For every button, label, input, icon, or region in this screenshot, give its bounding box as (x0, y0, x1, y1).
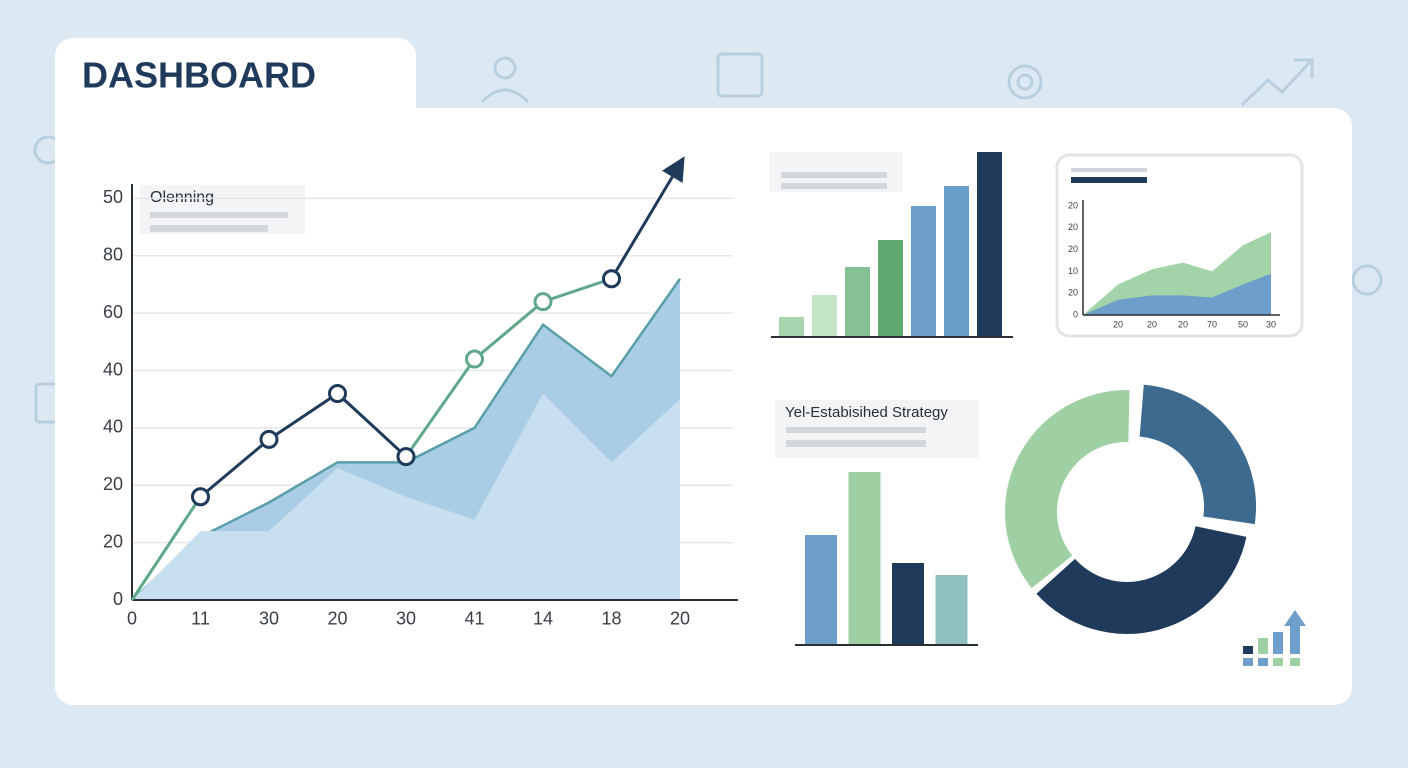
y-tick-label: 10 (1068, 266, 1078, 276)
bar (977, 152, 1002, 337)
placeholder (786, 427, 926, 433)
person-icon (493, 56, 517, 80)
placeholder (150, 212, 288, 218)
area (132, 393, 680, 600)
calendar-icon (716, 52, 764, 98)
x-tick-label: 20 (327, 609, 347, 629)
y-tick-label: 40 (103, 359, 123, 379)
y-tick-label: 50 (103, 187, 123, 207)
y-tick-label: 80 (103, 245, 123, 265)
icon-bar (1273, 632, 1283, 654)
point (328, 383, 347, 403)
bar (878, 240, 903, 337)
y-tick-label: 60 (103, 302, 123, 322)
y-tick-label: 20 (1068, 288, 1078, 298)
x-tick-label: 30 (396, 609, 416, 629)
bar-icon (1243, 610, 1306, 666)
trend-icon (1240, 58, 1314, 107)
y-tick-label: 40 (103, 417, 123, 437)
placeholder (781, 183, 887, 189)
donut-segment (1005, 390, 1130, 589)
x-tick-label: 18 (601, 609, 621, 629)
point (602, 269, 621, 289)
placeholder (1071, 168, 1147, 172)
bar (848, 472, 881, 645)
x-tick-label: 20 (670, 609, 690, 629)
x-tick-label: 14 (533, 609, 553, 629)
bar (779, 317, 804, 337)
point (465, 349, 484, 369)
x-tick-label: 0 (127, 609, 137, 629)
area (1083, 273, 1271, 315)
point (533, 292, 553, 312)
gear-icon (1351, 264, 1383, 296)
icon-bar (1290, 658, 1300, 666)
placeholder (150, 225, 268, 232)
point (259, 429, 279, 449)
icon-arrow (1284, 610, 1306, 654)
y-tick-label: 20 (1068, 222, 1078, 232)
x-tick-label: 30 (1266, 319, 1276, 329)
line (199, 164, 681, 498)
y-tick-label: 0 (113, 589, 123, 609)
point (191, 487, 210, 507)
y-tick-label: 20 (103, 474, 123, 494)
point (396, 447, 416, 467)
gear-icon (1007, 64, 1043, 100)
x-tick-label: 41 (464, 609, 484, 629)
x-tick-label: 20 (1178, 319, 1188, 329)
calendar-icon (34, 382, 60, 424)
x-tick-label: 11 (191, 609, 210, 629)
bar (911, 206, 936, 337)
x-tick-label: 20 (1113, 319, 1123, 329)
placeholder (1071, 177, 1147, 183)
x-tick-label: 30 (259, 609, 279, 629)
bar (944, 186, 969, 337)
icon-bar (1273, 658, 1283, 666)
bar (845, 267, 870, 337)
y-tick-label: 20 (103, 531, 123, 551)
bar (892, 563, 924, 645)
y-tick-label: 20 (1068, 200, 1078, 210)
y-tick-label: 20 (1068, 244, 1078, 254)
dashboard-title: DASHBOARD (82, 55, 316, 96)
placeholder (781, 172, 887, 178)
icon-bar (1258, 638, 1268, 654)
icon-bar (1258, 658, 1268, 666)
bar (812, 295, 837, 337)
line (130, 277, 612, 601)
gear-icon (1016, 73, 1034, 91)
person-icon (480, 88, 530, 104)
icon-bar (1243, 646, 1253, 654)
chart-title: Yel-Estabisihed Strategy (785, 404, 948, 421)
x-tick-label: 70 (1207, 319, 1217, 329)
donut-segment (1139, 384, 1257, 525)
placeholder (786, 440, 926, 447)
x-tick-label: 20 (1147, 319, 1157, 329)
icon-bar (1243, 658, 1253, 666)
y-tick-label: 0 (1073, 309, 1078, 319)
donut-segment (1036, 526, 1247, 634)
bar (805, 535, 837, 645)
bar (935, 575, 968, 645)
x-tick-label: 50 (1238, 319, 1248, 329)
